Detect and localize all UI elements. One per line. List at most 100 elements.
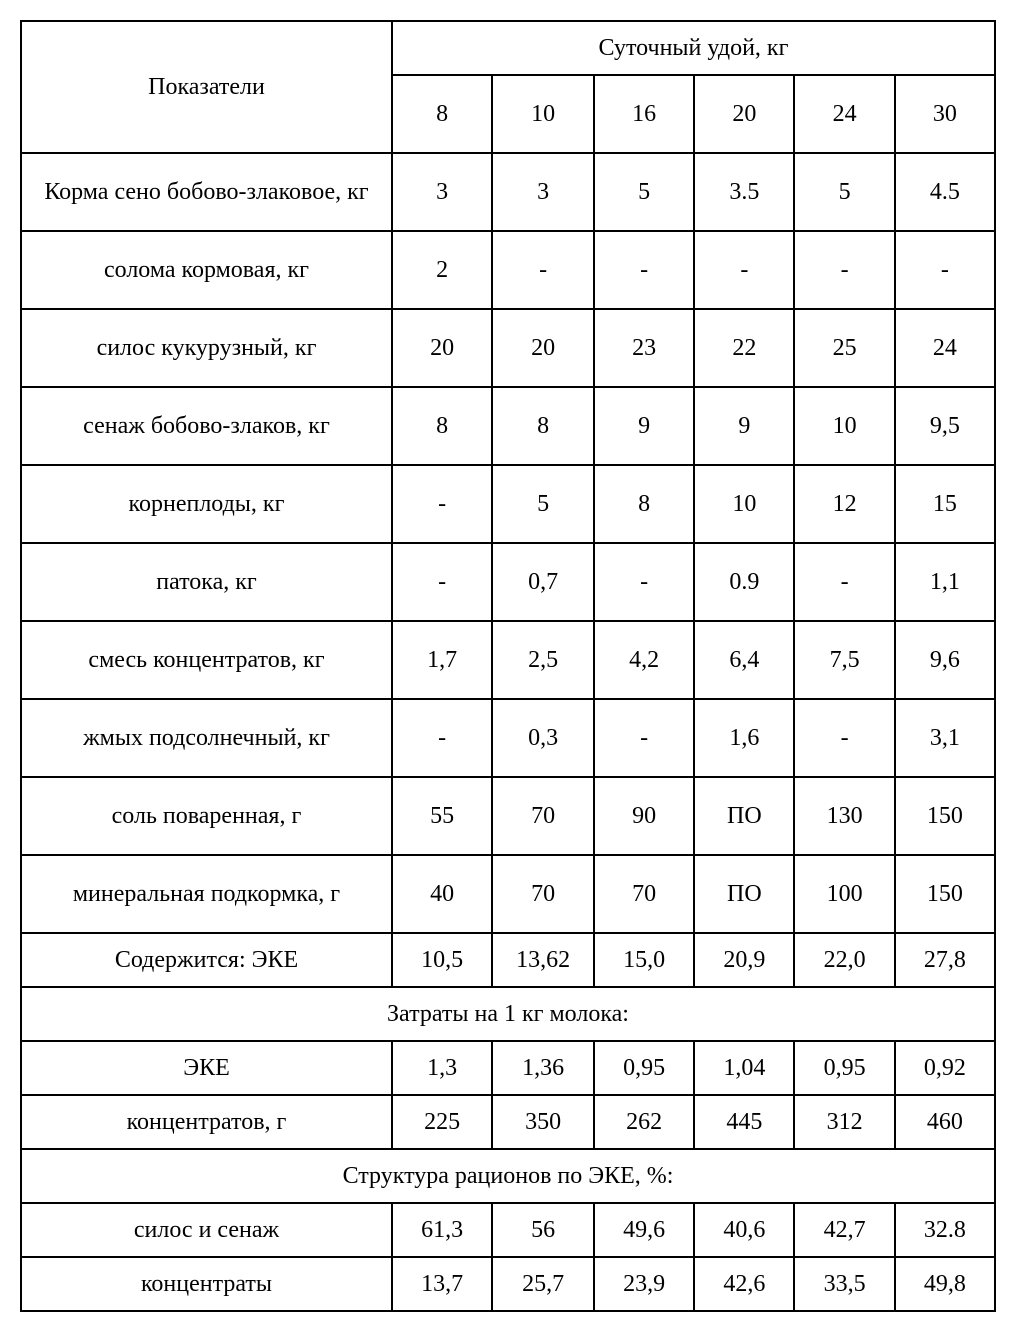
cell-0-3: 3.5: [694, 153, 794, 231]
section2-cell-0-5: 32.8: [895, 1203, 995, 1257]
cell-5-3: 0.9: [694, 543, 794, 621]
cell-2-0: 20: [392, 309, 492, 387]
cell-7-4: -: [794, 699, 894, 777]
cell-7-0: -: [392, 699, 492, 777]
section2-cell-0-0: 61,3: [392, 1203, 492, 1257]
cell-10-4: 22,0: [794, 933, 894, 987]
cell-1-4: -: [794, 231, 894, 309]
section2-cell-0-2: 49,6: [594, 1203, 694, 1257]
section2-cell-0-4: 42,7: [794, 1203, 894, 1257]
cell-10-5: 27,8: [895, 933, 995, 987]
cell-8-5: 150: [895, 777, 995, 855]
cell-3-3: 9: [694, 387, 794, 465]
milk-yield-header: Суточный удой, кг: [392, 21, 995, 75]
cell-10-2: 15,0: [594, 933, 694, 987]
cell-7-2: -: [594, 699, 694, 777]
cell-6-4: 7,5: [794, 621, 894, 699]
cell-1-0: 2: [392, 231, 492, 309]
cell-10-0: 10,5: [392, 933, 492, 987]
cell-10-3: 20,9: [694, 933, 794, 987]
cell-9-1: 70: [492, 855, 594, 933]
section2-row-label-1: концентраты: [21, 1257, 392, 1311]
cell-4-4: 12: [794, 465, 894, 543]
section1-cell-0-3: 1,04: [694, 1041, 794, 1095]
cell-2-5: 24: [895, 309, 995, 387]
cell-6-1: 2,5: [492, 621, 594, 699]
row-label-7: жмых подсолнечный, кг: [21, 699, 392, 777]
section1-cell-0-0: 1,3: [392, 1041, 492, 1095]
section2-cell-1-1: 25,7: [492, 1257, 594, 1311]
cell-7-3: 1,6: [694, 699, 794, 777]
cell-8-4: 130: [794, 777, 894, 855]
section1-cell-1-0: 225: [392, 1095, 492, 1149]
indicators-header: Показатели: [21, 21, 392, 153]
section1-cell-0-2: 0,95: [594, 1041, 694, 1095]
cell-1-5: -: [895, 231, 995, 309]
section2-cell-1-5: 49,8: [895, 1257, 995, 1311]
section1-cell-0-4: 0,95: [794, 1041, 894, 1095]
cell-1-1: -: [492, 231, 594, 309]
cell-8-1: 70: [492, 777, 594, 855]
section1-cell-0-5: 0,92: [895, 1041, 995, 1095]
cell-10-1: 13,62: [492, 933, 594, 987]
cell-6-3: 6,4: [694, 621, 794, 699]
cell-6-5: 9,6: [895, 621, 995, 699]
cell-1-2: -: [594, 231, 694, 309]
cell-4-5: 15: [895, 465, 995, 543]
cell-6-2: 4,2: [594, 621, 694, 699]
cell-0-1: 3: [492, 153, 594, 231]
cell-9-2: 70: [594, 855, 694, 933]
cell-6-0: 1,7: [392, 621, 492, 699]
cell-0-2: 5: [594, 153, 694, 231]
cell-9-5: 150: [895, 855, 995, 933]
section1-cell-1-2: 262: [594, 1095, 694, 1149]
cell-0-4: 5: [794, 153, 894, 231]
section2-row-label-0: силос и сенаж: [21, 1203, 392, 1257]
section2-cell-1-0: 13,7: [392, 1257, 492, 1311]
cell-8-0: 55: [392, 777, 492, 855]
cell-2-1: 20: [492, 309, 594, 387]
cell-9-3: ПО: [694, 855, 794, 933]
cell-4-3: 10: [694, 465, 794, 543]
section2-cell-1-3: 42,6: [694, 1257, 794, 1311]
cell-3-1: 8: [492, 387, 594, 465]
cell-5-4: -: [794, 543, 894, 621]
row-label-5: патока, кг: [21, 543, 392, 621]
cell-5-2: -: [594, 543, 694, 621]
cell-4-0: -: [392, 465, 492, 543]
column-header-3: 20: [694, 75, 794, 153]
section2-cell-1-2: 23,9: [594, 1257, 694, 1311]
cell-0-5: 4.5: [895, 153, 995, 231]
cell-7-5: 3,1: [895, 699, 995, 777]
section2-cell-0-3: 40,6: [694, 1203, 794, 1257]
section1-cell-1-3: 445: [694, 1095, 794, 1149]
cell-3-2: 9: [594, 387, 694, 465]
row-label-9: минеральная подкормка, г: [21, 855, 392, 933]
row-label-1: солома кормовая, кг: [21, 231, 392, 309]
cell-2-4: 25: [794, 309, 894, 387]
row-label-3: сенаж бобово-злаков, кг: [21, 387, 392, 465]
section2-header: Структура рационов по ЭКЕ, %:: [21, 1149, 995, 1203]
column-header-2: 16: [594, 75, 694, 153]
cell-4-1: 5: [492, 465, 594, 543]
cell-2-2: 23: [594, 309, 694, 387]
section1-row-label-1: концентратов, г: [21, 1095, 392, 1149]
row-label-8: соль поваренная, г: [21, 777, 392, 855]
column-header-5: 30: [895, 75, 995, 153]
cell-3-5: 9,5: [895, 387, 995, 465]
cell-4-2: 8: [594, 465, 694, 543]
row-label-6: смесь концентратов, кг: [21, 621, 392, 699]
cell-0-0: 3: [392, 153, 492, 231]
section1-cell-1-4: 312: [794, 1095, 894, 1149]
cell-9-0: 40: [392, 855, 492, 933]
section1-cell-1-1: 350: [492, 1095, 594, 1149]
cell-3-4: 10: [794, 387, 894, 465]
section1-cell-0-1: 1,36: [492, 1041, 594, 1095]
section2-cell-1-4: 33,5: [794, 1257, 894, 1311]
column-header-1: 10: [492, 75, 594, 153]
section1-header: Затраты на 1 кг молока:: [21, 987, 995, 1041]
cell-3-0: 8: [392, 387, 492, 465]
row-label-2: силос кукурузный, кг: [21, 309, 392, 387]
row-label-10: Содержится: ЭКЕ: [21, 933, 392, 987]
cell-8-2: 90: [594, 777, 694, 855]
